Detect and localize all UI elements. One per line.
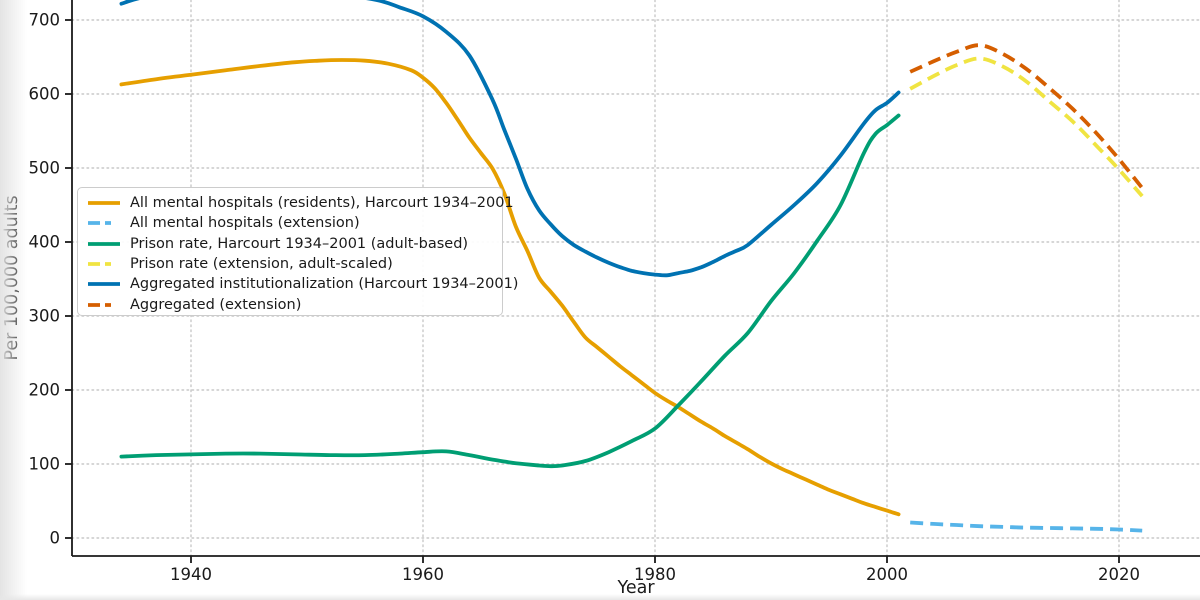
legend-swatch-dashed-line	[88, 302, 120, 307]
x-tick-label: 1940	[170, 565, 212, 584]
legend-item-label: All mental hospitals (residents), Harcou…	[130, 195, 514, 212]
legend-item: All mental hospitals (extension)	[87, 213, 502, 233]
grid-lines	[71, 0, 1200, 557]
series-line-4	[119, 0, 901, 278]
series-line-2	[119, 113, 901, 469]
series-line-5	[909, 43, 1144, 190]
x-tick-label: 2020	[1098, 565, 1140, 584]
y-tick-label: 600	[29, 85, 61, 104]
series-line-3	[909, 56, 1144, 198]
legend-item: Aggregated institutionalization (Harcour…	[87, 274, 518, 294]
legend-item: Aggregated (extension)	[87, 295, 502, 315]
legend-item-label: Prison rate, Harcourt 1934–2001 (adult-b…	[130, 235, 469, 252]
legend-swatch-solid-line	[88, 201, 120, 206]
legend-item-label: Prison rate (extension, adult-scaled)	[130, 256, 393, 273]
y-tick-label: 400	[29, 233, 61, 252]
series-line-1	[910, 520, 1143, 533]
x-tick-label: 1980	[634, 565, 676, 584]
x-tick-label: 1960	[402, 565, 444, 584]
y-tick-label: 300	[29, 307, 61, 326]
legend-item: All mental hospitals (residents), Harcou…	[87, 193, 514, 213]
y-tick-label: 200	[29, 381, 61, 400]
legend-swatch-solid-line	[88, 282, 120, 287]
legend-swatch-dashed-line	[88, 262, 120, 267]
series-line-0	[119, 58, 901, 517]
chart-legend: All mental hospitals (residents), Harcou…	[77, 187, 518, 316]
legend-item: Prison rate, Harcourt 1934–2001 (adult-b…	[87, 234, 502, 254]
y-tick-label: 500	[29, 159, 61, 178]
x-tick-label: 2000	[866, 565, 908, 584]
legend-item-label: All mental hospitals (extension)	[130, 215, 360, 232]
legend-swatch-dashed-line	[88, 221, 120, 226]
x-axis-label: Year	[616, 578, 655, 598]
legend-item-label: Aggregated (extension)	[130, 296, 302, 313]
legend-item: Prison rate (extension, adult-scaled)	[87, 254, 502, 274]
y-axis-label: Per 100,000 adults	[2, 195, 22, 360]
legend-item-label: Aggregated institutionalization (Harcour…	[130, 276, 519, 293]
y-tick-label: 700	[29, 11, 61, 30]
y-tick-label: 100	[29, 455, 61, 474]
legend-swatch-solid-line	[88, 241, 120, 246]
y-tick-label: 0	[50, 529, 61, 548]
